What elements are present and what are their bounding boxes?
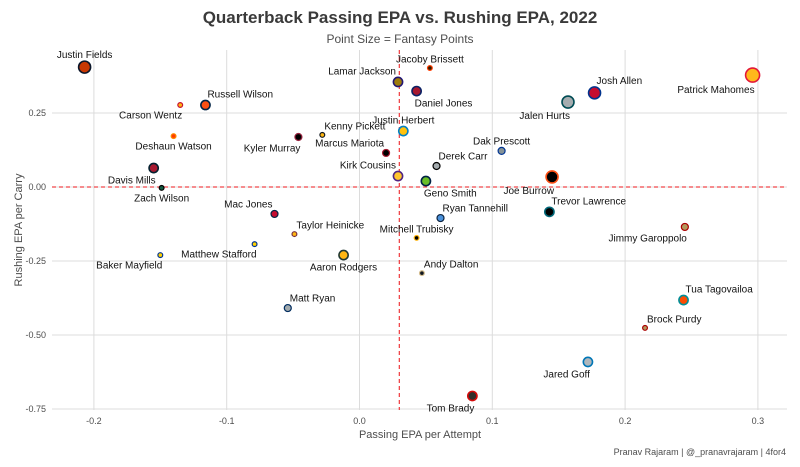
- point-jimmy-garoppolo[interactable]: [680, 222, 689, 232]
- label-mitchell-trubisky: Mitchell Trubisky: [380, 225, 454, 236]
- point-justin-herbert[interactable]: [397, 125, 409, 137]
- point-tom-brady[interactable]: [466, 390, 478, 402]
- label-russell-wilson: Russell Wilson: [207, 89, 273, 100]
- point-aaron-rodgers[interactable]: [338, 249, 349, 261]
- point-andy-dalton[interactable]: [418, 270, 425, 277]
- y-tick-label: 0.25: [28, 108, 46, 118]
- y-tick-label: 0.00: [28, 182, 46, 192]
- label-deshaun-watson: Deshaun Watson: [135, 141, 211, 152]
- label-trevor-lawrence: Trevor Lawrence: [551, 196, 626, 207]
- label-josh-allen: Josh Allen: [597, 76, 643, 87]
- point-jalen-hurts[interactable]: [561, 95, 575, 109]
- label-jalen-hurts: Jalen Hurts: [519, 111, 570, 122]
- point-kirk-cousins[interactable]: [392, 170, 404, 182]
- reference-lines: [52, 50, 787, 410]
- label-derek-carr: Derek Carr: [439, 151, 489, 162]
- label-baker-mayfield: Baker Mayfield: [96, 260, 162, 271]
- labels-layer: Justin Fields Carson Wentz Russell Wilson D…: [57, 50, 755, 414]
- label-kyler-murray: Kyler Murray: [244, 143, 301, 154]
- point-kyler-murray[interactable]: [294, 132, 303, 142]
- x-axis-title: Passing EPA per Attempt: [359, 429, 481, 441]
- x-tick-label: 0.1: [486, 416, 499, 426]
- point-mac-jones[interactable]: [270, 209, 279, 219]
- label-andy-dalton: Andy Dalton: [424, 260, 478, 271]
- y-tick-label: -0.25: [25, 256, 46, 266]
- point-lamar-jackson[interactable]: [392, 76, 404, 88]
- chart-subtitle: Point Size = Fantasy Points: [326, 32, 474, 46]
- point-mitchell-trubisky[interactable]: [413, 234, 420, 241]
- point-taylor-heinicke[interactable]: [291, 231, 298, 238]
- point-daniel-jones[interactable]: [411, 85, 423, 97]
- x-tick-label: -0.1: [219, 416, 235, 426]
- label-davis-mills: Davis Mills: [108, 176, 156, 187]
- point-carson-wentz[interactable]: [177, 102, 184, 109]
- label-marcus-mariota: Marcus Mariota: [315, 138, 384, 149]
- label-brock-purdy: Brock Purdy: [647, 314, 701, 325]
- x-tick-label: 0.0: [353, 416, 366, 426]
- label-patrick-mahomes: Patrick Mahomes: [677, 85, 754, 96]
- point-deshaun-watson[interactable]: [170, 133, 177, 140]
- label-tom-brady: Tom Brady: [427, 404, 475, 415]
- label-taylor-heinicke: Taylor Heinicke: [296, 221, 364, 232]
- label-justin-fields: Justin Fields: [57, 50, 113, 61]
- label-zach-wilson: Zach Wilson: [134, 193, 189, 204]
- x-tick-label: 0.3: [752, 416, 765, 426]
- point-dak-prescott[interactable]: [497, 146, 506, 155]
- point-patrick-mahomes[interactable]: [744, 67, 761, 83]
- point-derek-carr[interactable]: [432, 161, 441, 171]
- label-justin-herbert: Justin Herbert: [372, 115, 434, 126]
- label-matthew-stafford: Matthew Stafford: [181, 250, 256, 261]
- point-russell-wilson[interactable]: [200, 99, 211, 111]
- point-jacoby-brissett[interactable]: [426, 65, 433, 72]
- point-marcus-mariota[interactable]: [381, 148, 391, 158]
- point-joe-burrow[interactable]: [545, 170, 559, 184]
- chart-title: Quarterback Passing EPA vs. Rushing EPA,…: [202, 8, 598, 27]
- label-jimmy-garoppolo: Jimmy Garoppolo: [609, 233, 688, 244]
- point-baker-mayfield[interactable]: [157, 252, 164, 259]
- label-mac-jones: Mac Jones: [224, 199, 272, 210]
- y-axis-title: Rushing EPA per Carry: [13, 173, 25, 286]
- label-ryan-tannehill: Ryan Tannehill: [443, 204, 508, 215]
- point-josh-allen[interactable]: [587, 86, 602, 100]
- x-tick-label: -0.2: [86, 416, 102, 426]
- label-carson-wentz: Carson Wentz: [119, 110, 182, 121]
- label-lamar-jackson: Lamar Jackson: [328, 66, 396, 77]
- point-matthew-stafford[interactable]: [251, 241, 258, 248]
- point-jared-goff[interactable]: [582, 356, 594, 368]
- x-tick-label: 0.2: [619, 416, 632, 426]
- y-tick-label: -0.75: [25, 404, 46, 414]
- chart-caption: Pranav Rajaram | @_pranavrajaram | 4for4: [613, 447, 786, 457]
- point-kenny-pickett[interactable]: [319, 131, 326, 138]
- point-zach-wilson[interactable]: [158, 184, 165, 191]
- label-matt-ryan: Matt Ryan: [290, 294, 336, 305]
- label-kirk-cousins: Kirk Cousins: [340, 160, 396, 171]
- point-geno-smith[interactable]: [420, 175, 432, 187]
- label-daniel-jones: Daniel Jones: [415, 99, 473, 110]
- point-matt-ryan[interactable]: [283, 303, 292, 313]
- point-davis-mills[interactable]: [148, 162, 160, 174]
- label-aaron-rodgers: Aaron Rodgers: [310, 263, 377, 274]
- point-trevor-lawrence[interactable]: [544, 206, 555, 218]
- label-jared-goff: Jared Goff: [543, 370, 590, 381]
- point-ryan-tannehill[interactable]: [436, 213, 445, 223]
- label-geno-smith: Geno Smith: [424, 189, 477, 200]
- y-tick-label: -0.50: [25, 330, 46, 340]
- ticks-layer: -0.2 -0.1 0.0 0.1 0.2 0.3 0.25 0.00 -0.25 -0.50 -0…: [25, 108, 764, 426]
- label-dak-prescott: Dak Prescott: [473, 136, 530, 147]
- point-brock-purdy[interactable]: [642, 324, 649, 331]
- label-tua-tagovailoa: Tua Tagovailoa: [686, 284, 754, 295]
- label-jacoby-brissett: Jacoby Brissett: [396, 55, 464, 66]
- points-layer: [77, 60, 761, 402]
- label-joe-burrow: Joe Burrow: [503, 186, 554, 197]
- point-tua-tagovailoa[interactable]: [678, 294, 689, 306]
- label-kenny-pickett: Kenny Pickett: [324, 122, 385, 133]
- point-justin-fields[interactable]: [77, 60, 92, 74]
